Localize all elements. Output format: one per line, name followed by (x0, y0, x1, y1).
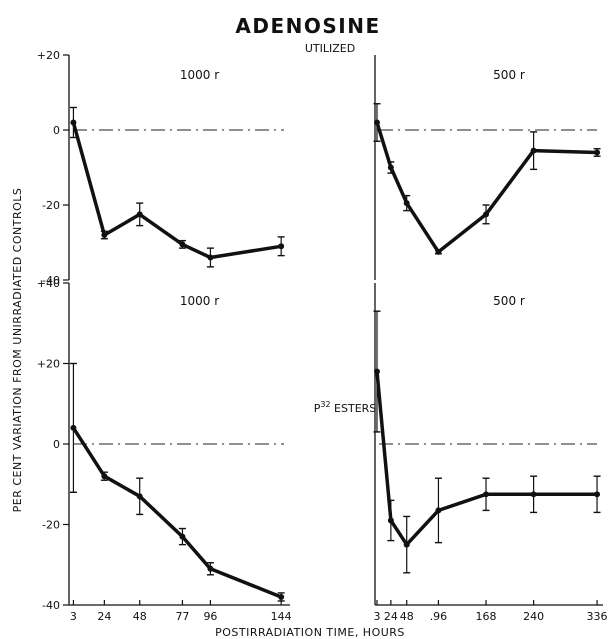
data-point-utilized-500r (403, 200, 410, 207)
bottom-row-label-sup: 32 (320, 400, 330, 409)
data-point-utilized-500r (483, 211, 490, 218)
x-tick-label-p32-esters-1000r: 144 (271, 610, 292, 623)
data-point-p32-esters-1000r (278, 593, 285, 600)
data-point-p32-esters-500r (530, 491, 537, 498)
x-tick-label-p32-esters-500r: 240 (523, 610, 544, 623)
data-point-p32-esters-1000r (207, 565, 214, 572)
data-point-p32-esters-500r (594, 491, 601, 498)
y-tick-label-p32-esters-1000r: -20 (42, 519, 60, 532)
y-tick-label-utilized-1000r: -40 (42, 274, 60, 287)
x-tick-label-p32-esters-500r: 336 (587, 610, 608, 623)
data-point-utilized-500r (594, 149, 601, 156)
data-point-utilized-1000r (207, 254, 214, 261)
y-tick-label-utilized-1000r: -20 (42, 199, 60, 212)
panel-utilized-500r: 500 r (373, 55, 601, 280)
series-line-utilized-1000r (71, 122, 282, 260)
panel-label-utilized-1000r: 1000 r (180, 68, 219, 82)
data-point-p32-esters-500r (373, 368, 380, 375)
data-point-p32-esters-1000r (136, 493, 143, 500)
data-point-utilized-1000r (136, 211, 143, 218)
series-line-utilized-500r (375, 121, 598, 254)
top-row-label: UTILIZED (305, 42, 355, 55)
data-point-p32-esters-1000r (101, 473, 108, 480)
x-tick-label-p32-esters-500r: 48 (400, 610, 414, 623)
data-point-p32-esters-500r (387, 517, 394, 524)
bottom-row-label-prefix: P (314, 402, 321, 415)
data-point-utilized-1000r (179, 241, 186, 248)
y-tick-label-utilized-1000r: 0 (53, 124, 60, 137)
data-point-p32-esters-1000r (179, 533, 186, 540)
y-tick-label-p32-esters-1000r: +20 (37, 358, 60, 371)
x-tick-label-p32-esters-500r: 24 (384, 610, 398, 623)
y-tick-label-p32-esters-1000r: +40 (37, 277, 60, 290)
data-point-utilized-500r (435, 248, 442, 255)
panel-utilized-1000r: +20 0 -20 -40 1000 r (37, 49, 285, 287)
series-line-p32-esters-1000r (71, 426, 282, 599)
series-line-p32-esters-500r (375, 371, 598, 547)
x-tick-label-p32-esters-1000r: 3 (70, 610, 77, 623)
bottom-row-label: P32 ESTERS (314, 400, 377, 415)
panel-p32-esters-1000r: +40 +20 0 -20 -40 3 24 48 77 96 144 1000 r (37, 277, 292, 623)
data-point-p32-esters-500r (435, 507, 442, 514)
x-tick-label-p32-esters-500r: 3 (373, 610, 380, 623)
y-tick-label-p32-esters-1000r: -40 (42, 599, 60, 612)
data-point-utilized-1000r (70, 119, 77, 126)
panel-label-utilized-500r: 500 r (493, 68, 525, 82)
x-tick-label-p32-esters-500r: .96 (430, 610, 448, 623)
panel-label-p32-esters-500r: 500 r (493, 294, 525, 308)
data-point-p32-esters-1000r (70, 424, 77, 431)
y-axis-label: PER CENT VARIATION FROM UNIRRADIATED CON… (11, 188, 24, 513)
x-axis-label: POSTIRRADIATION TIME, HOURS (215, 626, 405, 639)
x-tick-label-p32-esters-1000r: 77 (175, 610, 189, 623)
data-point-utilized-500r (387, 164, 394, 171)
y-tick-label-utilized-1000r: +20 (37, 49, 60, 62)
bottom-row-label-suffix: ESTERS (331, 402, 377, 415)
panel-p32-esters-500r: 3 24 48 .96 168 240 336 500 r (373, 283, 608, 623)
panel-label-p32-esters-1000r: 1000 r (180, 294, 219, 308)
y-tick-label-p32-esters-1000r: 0 (53, 438, 60, 451)
x-tick-label-p32-esters-1000r: 96 (203, 610, 217, 623)
x-tick-label-p32-esters-1000r: 48 (133, 610, 147, 623)
data-point-utilized-500r (373, 119, 380, 126)
x-tick-label-p32-esters-500r: 168 (476, 610, 497, 623)
data-point-utilized-500r (530, 147, 537, 154)
x-tick-label-p32-esters-1000r: 24 (97, 610, 111, 623)
data-point-utilized-1000r (101, 232, 108, 238)
data-point-utilized-1000r (278, 243, 285, 250)
data-point-p32-esters-500r (483, 491, 490, 498)
figure-title: ADENOSINE (235, 14, 380, 38)
data-point-p32-esters-500r (403, 541, 410, 548)
